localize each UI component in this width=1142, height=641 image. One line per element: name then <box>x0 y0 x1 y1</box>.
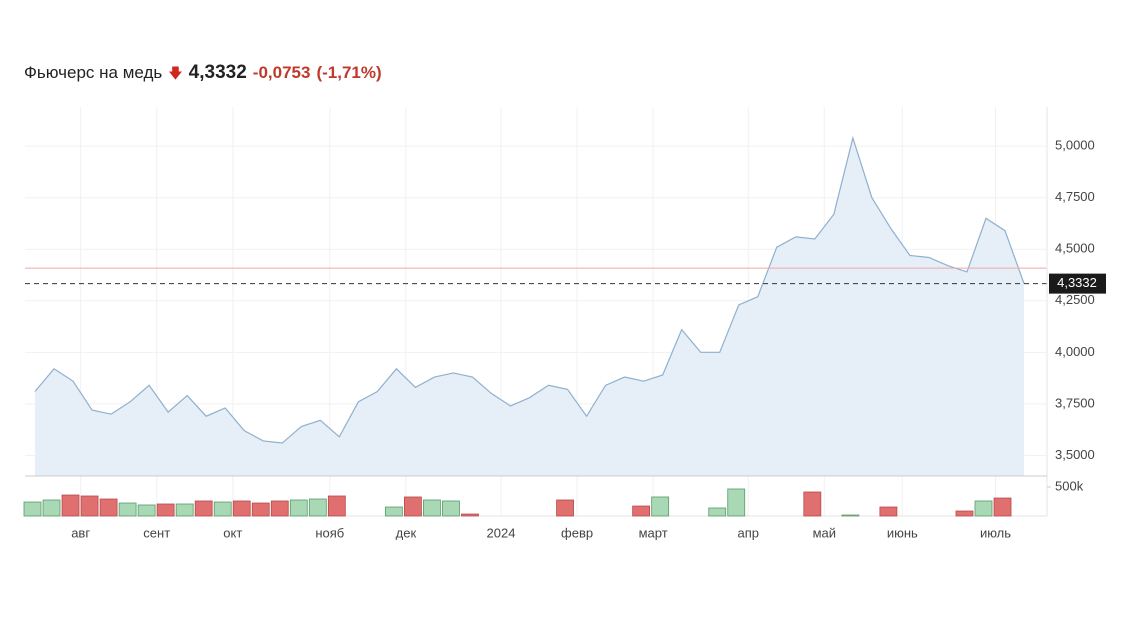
volume-bar <box>803 491 822 517</box>
x-tick-label: июнь <box>887 525 918 540</box>
volume-tick-label: 500k <box>1055 478 1084 493</box>
price-area <box>35 137 1025 476</box>
x-tick-label: нояб <box>315 525 344 540</box>
x-tick-label: авг <box>71 525 90 540</box>
change: -0,0753 <box>252 63 311 82</box>
volume-bar <box>23 501 42 517</box>
header: Фьючерс на медь 🡇 4,3332 -0,0753 (-1,71%) <box>24 62 388 87</box>
volume-bar <box>118 502 137 517</box>
y-tick-label: 4,0000 <box>1055 344 1095 359</box>
volume-bar <box>251 502 270 517</box>
last-price-label: 4,3332 <box>1057 275 1097 290</box>
y-tick-label: 3,5000 <box>1055 447 1095 462</box>
down-arrow: 🡇 <box>168 65 183 81</box>
volume-bar <box>974 500 993 517</box>
x-tick-label: дек <box>396 525 417 540</box>
volume-bar <box>879 506 898 517</box>
title: Фьючерс на медь <box>24 63 163 82</box>
volume-bar <box>213 501 232 517</box>
volume-bar <box>423 499 441 517</box>
y-tick-label: 3,7500 <box>1055 395 1095 410</box>
x-tick-label: февр <box>561 525 593 540</box>
last-price-box <box>1049 273 1106 294</box>
x-tick-label: окт <box>223 525 242 540</box>
volume-bar <box>955 510 974 517</box>
volume-bar <box>556 499 574 517</box>
volume-bar <box>651 496 670 517</box>
x-tick-label: март <box>639 525 668 540</box>
volume-bar <box>289 499 308 517</box>
volume-bar <box>156 503 175 517</box>
volume-bar <box>727 488 746 517</box>
volume-bar <box>99 498 118 517</box>
volume-bar <box>708 507 727 517</box>
last-price: 4,3332 <box>188 62 247 83</box>
volume-bar <box>442 500 460 517</box>
volume-bar <box>327 495 346 517</box>
x-tick-label: июль <box>980 525 1011 540</box>
y-tick-label: 4,5000 <box>1055 241 1095 256</box>
volume-bar <box>384 506 403 517</box>
volume-bar <box>632 505 651 517</box>
x-tick-label: 2024 <box>487 525 516 540</box>
volume-bar <box>194 500 213 517</box>
volume-bar <box>42 499 61 517</box>
x-tick-label: апр <box>738 525 760 540</box>
volume-bar <box>270 500 289 517</box>
volume-bar <box>175 503 194 517</box>
volume-bar <box>61 494 80 517</box>
volume-bar <box>403 496 422 517</box>
y-tick-label: 4,2500 <box>1055 292 1095 307</box>
volume-bar <box>232 500 251 517</box>
volume-bar <box>137 504 156 517</box>
volume-bar <box>80 495 99 517</box>
x-tick-label: май <box>813 525 836 540</box>
y-tick-label: 4,7500 <box>1055 189 1095 204</box>
volume-bar <box>993 497 1012 517</box>
volume-bar <box>841 514 860 517</box>
volume-bar <box>308 498 327 517</box>
volume-bar <box>461 513 479 517</box>
x-tick-label: сент <box>143 525 170 540</box>
change-pct: (-1,71%) <box>316 63 382 82</box>
y-tick-label: 5,0000 <box>1055 138 1095 153</box>
price-line <box>34 135 1025 444</box>
